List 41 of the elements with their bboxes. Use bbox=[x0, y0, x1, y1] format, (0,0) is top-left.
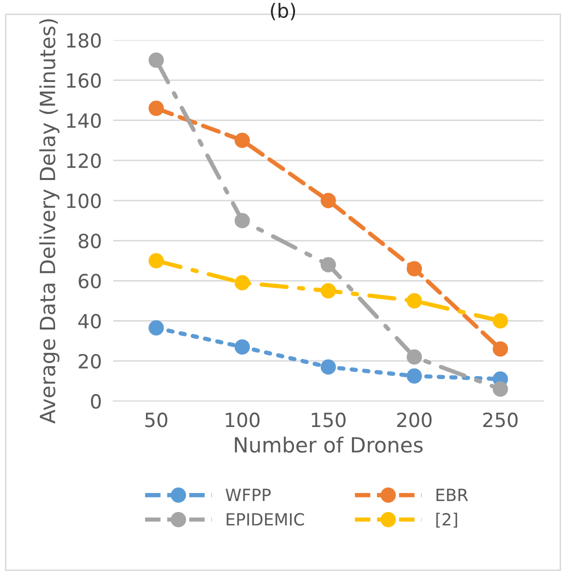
point bbox=[492, 313, 508, 329]
y-tick-label: 0 bbox=[91, 394, 101, 409]
point bbox=[320, 257, 336, 272]
chart-title: (b) bbox=[270, 2, 296, 20]
point bbox=[234, 275, 250, 290]
y-tick-label: 60 bbox=[78, 274, 101, 288]
legend-label: EBR bbox=[436, 488, 468, 501]
point bbox=[492, 341, 508, 357]
point bbox=[148, 100, 164, 116]
point bbox=[406, 368, 422, 384]
x-tick-label: 100 bbox=[226, 412, 260, 428]
legend-label: EPIDEMIC bbox=[226, 513, 304, 526]
y-axis-title: Average Data Delivery Delay (Minutes) bbox=[39, 19, 60, 424]
legend-label: WFPP bbox=[226, 488, 271, 501]
y-tick-label: 20 bbox=[78, 354, 101, 369]
legend-label: [2] bbox=[436, 512, 458, 528]
x-axis-title: Number of Drones bbox=[234, 436, 423, 453]
point bbox=[320, 192, 336, 208]
point bbox=[148, 320, 164, 336]
y-tick-label: 140 bbox=[67, 113, 101, 128]
y-tick-label: 160 bbox=[67, 73, 101, 88]
point bbox=[406, 261, 422, 276]
point bbox=[148, 52, 164, 68]
point bbox=[320, 283, 336, 298]
point bbox=[234, 339, 250, 355]
x-tick-label: 150 bbox=[312, 412, 346, 428]
y-tick-label: 180 bbox=[67, 33, 101, 48]
y-tick-label: 40 bbox=[78, 314, 101, 329]
y-tick-label: 120 bbox=[67, 153, 101, 168]
x-tick-label: 200 bbox=[397, 412, 432, 428]
point bbox=[406, 293, 422, 308]
point bbox=[320, 359, 336, 375]
point bbox=[234, 132, 250, 148]
y-tick-label: 80 bbox=[78, 234, 101, 248]
point bbox=[234, 212, 250, 228]
y-tick-label: 100 bbox=[67, 194, 101, 208]
point bbox=[148, 253, 164, 268]
x-tick-label: 250 bbox=[483, 412, 518, 428]
x-tick-label: 50 bbox=[145, 412, 168, 428]
point bbox=[406, 349, 422, 365]
point bbox=[492, 381, 508, 397]
